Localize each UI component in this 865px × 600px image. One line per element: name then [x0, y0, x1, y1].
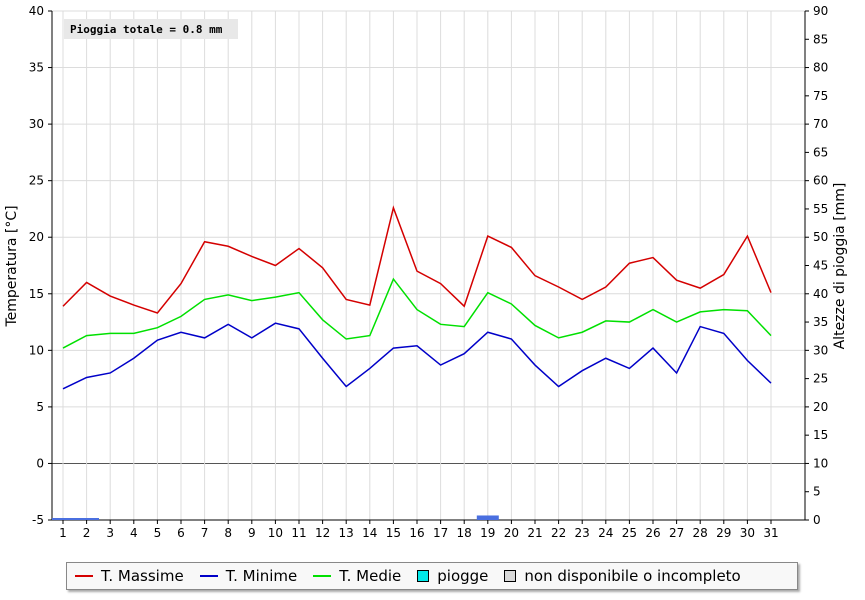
x-tick-label: 27 [669, 526, 684, 540]
y-left-tick-label: 0 [36, 456, 44, 470]
legend-item: T. Massime [75, 567, 184, 585]
y-left-tick-label: -5 [32, 513, 44, 527]
y-right-axis-title: Altezze di pioggia [mm] [832, 183, 848, 350]
y-right-tick-label: 10 [813, 456, 828, 470]
y-right-tick-label: 60 [813, 174, 828, 188]
series-line-t-medie [62, 277, 772, 349]
x-tick-label: 5 [154, 526, 162, 540]
legend-square-swatch [504, 570, 517, 582]
rain-total-annotation: Pioggia totale = 0.8 mm [64, 19, 238, 39]
x-tick-label: 3 [106, 526, 114, 540]
x-tick-label: 23 [575, 526, 590, 540]
x-tick-label: 11 [291, 526, 306, 540]
y-right-tick-label: 90 [813, 4, 828, 18]
rain-bar [476, 515, 499, 520]
x-tick-label: 1 [59, 526, 67, 540]
y-right-tick-label: 40 [813, 287, 828, 301]
legend-label: T. Massime [101, 567, 184, 585]
legend-label: piogge [437, 567, 489, 585]
y-right-tick-label: 45 [813, 259, 828, 273]
x-tick-label: 20 [504, 526, 519, 540]
legend-line-swatch [75, 575, 93, 577]
y-left-tick-label: 40 [29, 4, 44, 18]
y-right-tick-label: 20 [813, 400, 828, 414]
y-right-tick-label: 85 [813, 32, 828, 46]
y-left-tick-label: 15 [29, 287, 44, 301]
y-right-tick-label: 50 [813, 230, 828, 244]
y-right-tick-label: 75 [813, 89, 828, 103]
y-right-tick-label: 5 [813, 485, 821, 499]
x-tick-label: 26 [645, 526, 660, 540]
y-right-tick-label: 30 [813, 343, 828, 357]
x-tick-label: 19 [480, 526, 495, 540]
x-tick-label: 22 [551, 526, 566, 540]
y-left-tick-label: 25 [29, 174, 44, 188]
x-tick-label: 30 [740, 526, 755, 540]
legend-square-swatch [417, 570, 430, 582]
axes: -505101520253035400510152025303540455055… [29, 4, 829, 540]
x-tick-label: 2 [83, 526, 91, 540]
legend-label: non disponibile o incompleto [524, 567, 741, 585]
rain-total-text: Pioggia totale = 0.8 mm [70, 23, 223, 36]
legend: T. Massime T. Minime T. Medie piogge non dis… [66, 562, 798, 590]
x-tick-label: 7 [201, 526, 209, 540]
y-right-tick-label: 65 [813, 145, 828, 159]
y-right-tick-label: 35 [813, 315, 828, 329]
x-tick-label: 13 [339, 526, 354, 540]
x-tick-label: 25 [622, 526, 637, 540]
y-right-tick-label: 0 [813, 513, 821, 527]
grid [52, 10, 805, 521]
x-tick-label: 8 [224, 526, 232, 540]
x-tick-label: 9 [248, 526, 256, 540]
y-right-tick-label: 25 [813, 372, 828, 386]
y-left-tick-label: 20 [29, 230, 44, 244]
legend-label: T. Minime [225, 567, 298, 585]
x-tick-label: 29 [716, 526, 731, 540]
x-tick-label: 4 [130, 526, 138, 540]
legend-line-swatch [199, 575, 218, 577]
x-tick-label: 28 [693, 526, 708, 540]
x-tick-label: 21 [527, 526, 542, 540]
x-tick-label: 18 [457, 526, 472, 540]
y-left-tick-label: 35 [29, 61, 44, 75]
series-lines [52, 205, 772, 520]
x-tick-label: 14 [362, 526, 377, 540]
y-right-tick-label: 55 [813, 202, 828, 216]
x-tick-label: 24 [598, 526, 613, 540]
y-right-tick-label: 70 [813, 117, 828, 131]
y-right-tick-label: 15 [813, 428, 828, 442]
x-tick-label: 17 [433, 526, 448, 540]
x-tick-label: 31 [763, 526, 778, 540]
y-left-tick-label: 5 [36, 400, 44, 414]
x-tick-label: 15 [386, 526, 401, 540]
legend-label: T. Medie [339, 567, 402, 585]
y-left-axis-title: Temperatura [°C] [4, 205, 20, 327]
legend-item: non disponibile o incompleto [504, 567, 741, 585]
x-tick-label: 16 [409, 526, 424, 540]
series-line-t-massime [62, 205, 772, 314]
y-left-tick-label: 30 [29, 117, 44, 131]
x-tick-label: 6 [177, 526, 185, 540]
x-tick-label: 10 [268, 526, 283, 540]
legend-item: T. Minime [199, 567, 298, 585]
x-tick-label: 12 [315, 526, 330, 540]
legend-item: T. Medie [313, 567, 401, 585]
legend-line-swatch [313, 575, 332, 577]
y-right-tick-label: 80 [813, 61, 828, 75]
series-line-t-minime [62, 322, 772, 390]
y-left-tick-label: 10 [29, 343, 44, 357]
rain-total-box [64, 19, 238, 39]
legend-item: piogge [417, 567, 488, 585]
